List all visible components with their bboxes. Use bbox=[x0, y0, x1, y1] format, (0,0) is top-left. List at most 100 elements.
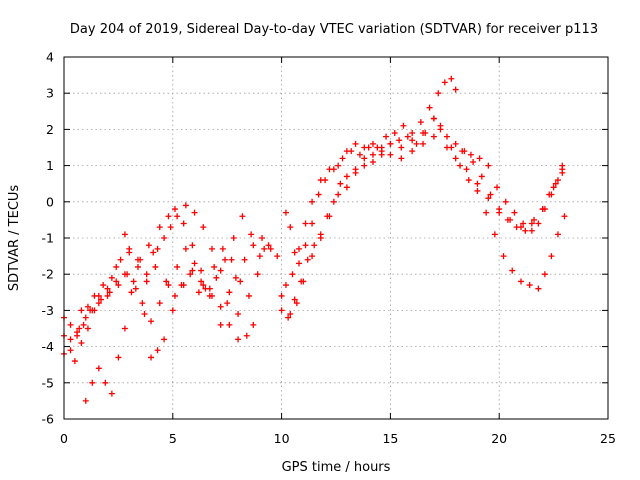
data-point bbox=[522, 227, 529, 234]
data-point bbox=[156, 224, 163, 231]
data-point bbox=[189, 242, 196, 249]
data-point bbox=[420, 140, 427, 147]
data-point bbox=[550, 184, 557, 191]
data-point bbox=[535, 220, 542, 227]
data-point bbox=[180, 282, 187, 289]
x-tick-label: 15 bbox=[382, 431, 398, 446]
data-point bbox=[174, 213, 181, 220]
data-point bbox=[391, 130, 398, 137]
data-point bbox=[426, 104, 433, 111]
data-point bbox=[128, 289, 135, 296]
data-point bbox=[326, 166, 333, 173]
data-point bbox=[539, 206, 546, 213]
data-point bbox=[502, 198, 509, 205]
data-point bbox=[398, 144, 405, 151]
data-point bbox=[369, 151, 376, 158]
data-point bbox=[259, 235, 266, 241]
data-point bbox=[208, 245, 215, 252]
data-point bbox=[113, 278, 120, 285]
data-point bbox=[317, 231, 324, 238]
data-point bbox=[287, 224, 294, 231]
data-point bbox=[171, 206, 178, 213]
data-point bbox=[191, 209, 198, 216]
data-point bbox=[396, 137, 403, 144]
data-point bbox=[461, 148, 468, 155]
data-point bbox=[206, 292, 213, 299]
data-point bbox=[78, 307, 85, 314]
y-tick-label: -2 bbox=[42, 267, 54, 282]
data-point bbox=[67, 347, 74, 354]
data-point bbox=[463, 166, 470, 173]
data-point bbox=[108, 390, 115, 397]
data-point bbox=[254, 271, 261, 278]
data-point bbox=[95, 292, 102, 299]
data-point bbox=[457, 162, 464, 169]
data-point bbox=[161, 235, 168, 241]
data-point bbox=[126, 245, 133, 252]
data-point bbox=[404, 133, 411, 140]
data-point bbox=[470, 158, 477, 165]
data-point bbox=[97, 296, 104, 303]
data-point bbox=[517, 224, 524, 231]
data-point bbox=[478, 173, 485, 180]
data-point bbox=[441, 79, 448, 86]
data-point bbox=[409, 130, 416, 137]
data-point bbox=[559, 166, 566, 173]
data-point bbox=[256, 253, 263, 260]
data-point bbox=[507, 216, 514, 223]
data-point bbox=[121, 325, 128, 332]
data-point bbox=[448, 75, 455, 82]
data-point bbox=[285, 314, 292, 321]
data-point bbox=[182, 245, 189, 252]
series-track-5 bbox=[82, 235, 274, 404]
data-point bbox=[476, 155, 483, 162]
y-tick-label: -6 bbox=[42, 412, 55, 427]
data-point bbox=[235, 311, 242, 318]
data-point bbox=[296, 245, 303, 252]
data-point bbox=[180, 220, 187, 227]
data-point bbox=[137, 256, 144, 263]
data-point bbox=[552, 180, 559, 187]
data-point bbox=[217, 267, 224, 274]
data-point bbox=[84, 325, 91, 332]
data-point bbox=[237, 278, 244, 285]
data-point bbox=[198, 267, 205, 274]
data-point bbox=[232, 274, 239, 281]
data-point bbox=[509, 267, 516, 274]
y-tick-label: 1 bbox=[46, 158, 54, 173]
y-tick-label: 0 bbox=[46, 194, 54, 209]
data-point bbox=[517, 278, 524, 285]
series-track-2 bbox=[61, 115, 566, 343]
data-point bbox=[520, 220, 527, 227]
data-point bbox=[165, 213, 172, 220]
data-point bbox=[141, 311, 148, 318]
data-point bbox=[287, 311, 294, 318]
data-point bbox=[535, 285, 542, 292]
data-point bbox=[383, 133, 390, 140]
data-point bbox=[443, 144, 450, 151]
data-point bbox=[413, 140, 420, 147]
data-point bbox=[278, 307, 285, 314]
grid bbox=[64, 57, 608, 419]
data-point bbox=[74, 332, 81, 339]
data-point bbox=[163, 278, 170, 285]
y-tick-label: -4 bbox=[42, 339, 55, 354]
data-point bbox=[352, 140, 359, 147]
data-point bbox=[230, 235, 237, 241]
data-point bbox=[443, 133, 450, 140]
data-point bbox=[304, 256, 311, 263]
data-point bbox=[115, 354, 122, 361]
data-point bbox=[400, 122, 407, 129]
data-point bbox=[494, 184, 501, 191]
chart-title: Day 204 of 2019, Sidereal Day-to-day VTE… bbox=[70, 22, 598, 37]
data-point bbox=[89, 379, 96, 386]
data-point bbox=[309, 253, 316, 260]
data-point bbox=[106, 289, 113, 296]
data-point bbox=[339, 155, 346, 162]
data-point bbox=[165, 282, 172, 289]
series-track-1 bbox=[61, 75, 566, 339]
data-point bbox=[302, 220, 309, 227]
data-point bbox=[491, 231, 498, 238]
data-point bbox=[326, 213, 333, 220]
data-point bbox=[200, 224, 207, 231]
